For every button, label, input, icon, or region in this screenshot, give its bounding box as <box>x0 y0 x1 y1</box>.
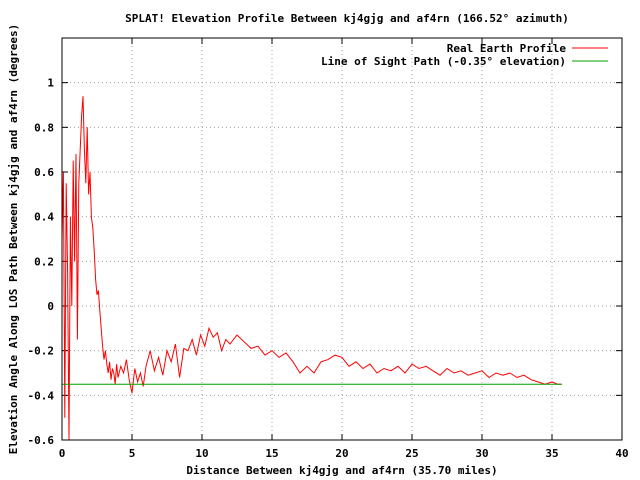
x-tick-label: 10 <box>195 447 208 460</box>
plot-series <box>61 96 562 441</box>
x-tick-label: 5 <box>129 447 136 460</box>
legend-entry-real-earth-profile: Real Earth Profile <box>447 42 567 55</box>
x-axis-label: Distance Between kj4gjg and af4rn (35.70… <box>186 464 497 477</box>
x-axis-ticks: 0 5 10 15 20 25 30 35 40 <box>59 38 629 460</box>
x-tick-label: 25 <box>405 447 418 460</box>
legend: Real Earth Profile Line of Sight Path (-… <box>321 42 608 68</box>
x-tick-label: 0 <box>59 447 66 460</box>
y-tick-label: -0.2 <box>28 345 55 358</box>
x-tick-label: 15 <box>265 447 278 460</box>
y-axis-label: Elevation Angle Along LOS Path Between k… <box>7 24 20 454</box>
y-tick-label: 0.4 <box>34 211 54 224</box>
x-tick-label: 30 <box>475 447 488 460</box>
y-tick-label: 1 <box>47 77 54 90</box>
y-axis-ticks: -0.6 -0.4 -0.2 0 0.2 0.4 0.6 0.8 1 <box>28 77 622 447</box>
plot-frame <box>61 37 623 441</box>
x-tick-label: 40 <box>615 447 628 460</box>
series-real-earth-profile <box>61 96 562 441</box>
x-tick-label: 35 <box>545 447 558 460</box>
y-tick-label: -0.4 <box>28 389 55 402</box>
y-tick-label: -0.6 <box>28 434 55 447</box>
y-tick-label: 0.2 <box>34 255 54 268</box>
grid <box>62 38 622 440</box>
y-tick-label: 0.6 <box>34 166 54 179</box>
legend-entry-line-of-sight-path: Line of Sight Path (-0.35° elevation) <box>321 55 566 68</box>
y-tick-label: 0.8 <box>34 121 54 134</box>
chart-title: SPLAT! Elevation Profile Between kj4gjg … <box>125 12 569 25</box>
y-tick-label: 0 <box>47 300 54 313</box>
x-tick-label: 20 <box>335 447 348 460</box>
